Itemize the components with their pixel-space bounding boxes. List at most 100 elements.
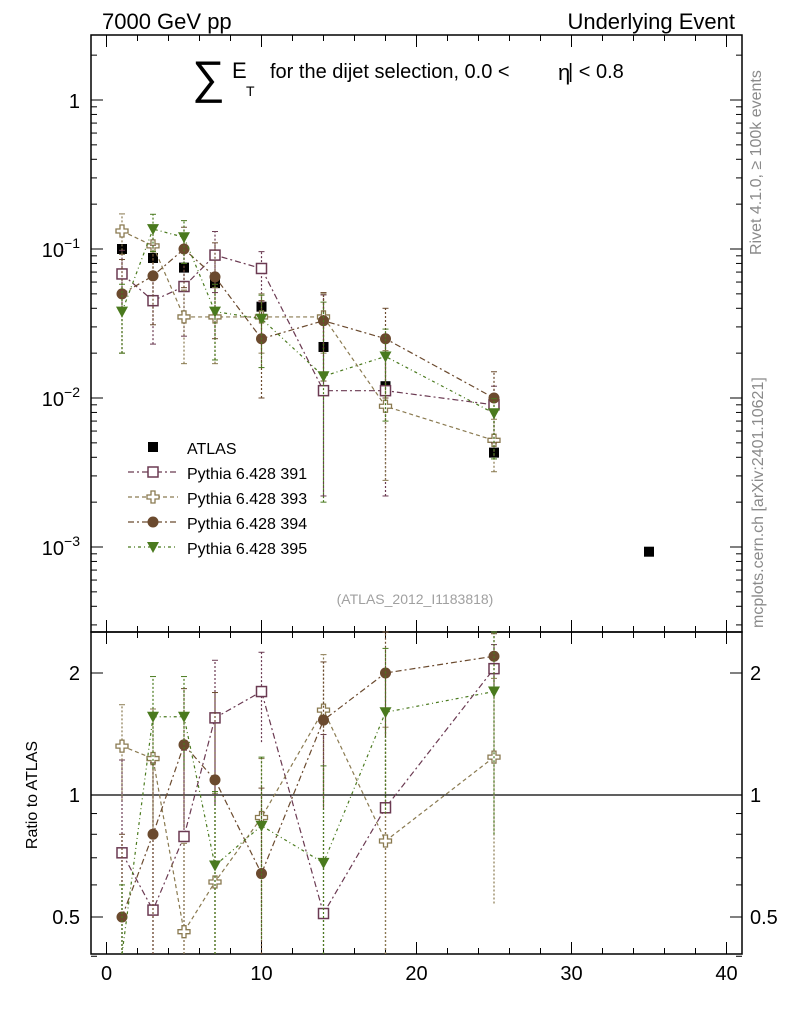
mcplots-label: mcplots.cern.ch [arXiv:2401.10621] bbox=[750, 377, 767, 628]
main-axes: 110−110−210−3 bbox=[42, 35, 742, 632]
ratio-series-pythia-6-428-394 bbox=[116, 631, 500, 954]
series-line-pythia-6-428-394 bbox=[121, 248, 495, 399]
ratio-line-pythia-6-428-394 bbox=[121, 655, 495, 918]
legend-marker-atlas bbox=[148, 442, 158, 452]
ratio-point-pythia-6-428-393 bbox=[177, 925, 191, 939]
ratio-point-pythia-6-428-393 bbox=[115, 739, 129, 753]
data-point-pythia-6-428-395 bbox=[317, 371, 330, 383]
ratio-point-pythia-6-428-395 bbox=[317, 857, 330, 869]
title-text: for the dijet selection, 0.0 < bbox=[270, 61, 510, 83]
y-tick-base: 10 bbox=[42, 538, 64, 560]
x-tick-label: 40 bbox=[715, 963, 737, 985]
header-right: Underlying Event bbox=[567, 9, 735, 34]
x-tick-labels: 0 10 20 30 40 bbox=[101, 963, 738, 985]
ratio-point-pythia-6-428-395 bbox=[147, 711, 159, 723]
x-tick-label: 0 bbox=[101, 963, 112, 985]
rivet-label: Rivet 4.1.0, ≥ 100k events bbox=[748, 70, 765, 255]
y-tick-base: 1 bbox=[69, 91, 80, 113]
title-eta: η bbox=[558, 60, 570, 85]
data-point-pythia-6-428-394 bbox=[178, 243, 190, 255]
ratio-series-pythia-6-428-391 bbox=[116, 644, 500, 954]
ratio-series-pythia-6-428-395 bbox=[119, 631, 500, 955]
series-pythia-6-428-393 bbox=[115, 213, 501, 481]
main-panel: 110−110−210−3 bbox=[42, 34, 743, 633]
ratio-point-pythia-6-428-393 bbox=[378, 834, 393, 848]
data-point-atlas bbox=[644, 546, 654, 557]
title-tail: | < 0.8 bbox=[568, 61, 624, 83]
data-point-pythia-6-428-393 bbox=[177, 310, 191, 324]
legend-marker-394 bbox=[128, 516, 178, 528]
legend-entry-394: Pythia 6.428 394 bbox=[128, 516, 307, 533]
ratio-point-pythia-6-428-395 bbox=[379, 707, 392, 719]
legend-label-394: Pythia 6.428 394 bbox=[187, 516, 307, 533]
ratio-point-pythia-6-428-395 bbox=[488, 686, 500, 698]
series-pythia-6-428-395 bbox=[116, 213, 500, 503]
y-tick-base: 10 bbox=[42, 240, 64, 262]
ratio-y-tick-label-right: 1 bbox=[750, 785, 761, 807]
ratio-series-pythia-6-428-393 bbox=[115, 654, 501, 954]
ratio-y-tick-label-right: 2 bbox=[750, 663, 761, 685]
legend-marker-395 bbox=[128, 542, 178, 553]
data-point-pythia-6-428-393 bbox=[487, 433, 501, 447]
y-tick-label: 10−1 bbox=[42, 235, 80, 262]
legend-marker-391 bbox=[128, 466, 178, 478]
data-point-pythia-6-428-394 bbox=[488, 392, 500, 404]
legend-entry-395: Pythia 6.428 395 bbox=[128, 541, 307, 558]
main-series bbox=[115, 213, 654, 557]
legend-label-atlas: ATLAS bbox=[187, 441, 237, 458]
ratio-point-pythia-6-428-395 bbox=[178, 711, 190, 723]
data-point-pythia-6-428-395 bbox=[116, 306, 128, 318]
data-point-pythia-6-428-395 bbox=[209, 306, 221, 318]
data-point-atlas bbox=[489, 447, 499, 458]
data-point-pythia-6-428-395 bbox=[147, 224, 159, 236]
x-tick-label: 20 bbox=[405, 963, 427, 985]
legend-entry-391: Pythia 6.428 391 bbox=[128, 466, 307, 483]
y-tick-exponent: −3 bbox=[64, 533, 80, 549]
ratio-point-pythia-6-428-394 bbox=[318, 714, 329, 726]
data-point-pythia-6-428-395 bbox=[178, 232, 190, 244]
ratio-y-tick-label-left: 1 bbox=[69, 785, 80, 807]
title-t-subscript: T bbox=[246, 83, 255, 99]
x-tick-label: 30 bbox=[560, 963, 582, 985]
data-point-pythia-6-428-393 bbox=[115, 224, 129, 238]
data-point-pythia-6-428-395 bbox=[488, 408, 500, 420]
ratio-point-pythia-6-428-391 bbox=[255, 685, 268, 698]
data-point-pythia-6-428-395 bbox=[255, 313, 268, 325]
series-line-pythia-6-428-395 bbox=[121, 228, 495, 414]
legend-symbol bbox=[147, 516, 159, 528]
x-tick-label: 10 bbox=[250, 963, 272, 985]
ratio-line-pythia-6-428-391 bbox=[121, 668, 495, 916]
ratio-point-pythia-6-428-394 bbox=[209, 774, 221, 786]
data-point-pythia-6-428-393 bbox=[378, 399, 393, 413]
data-point-pythia-6-428-391 bbox=[255, 262, 268, 275]
series-line-pythia-6-428-393 bbox=[121, 230, 495, 441]
y-tick-exponent: −1 bbox=[64, 235, 80, 251]
ratio-y-tick-label-left: 0.5 bbox=[52, 907, 80, 929]
analysis-watermark: (ATLAS_2012_I1183818) bbox=[337, 591, 494, 607]
ratio-frame bbox=[90, 631, 743, 955]
series-pythia-6-428-394 bbox=[116, 226, 500, 444]
y-tick-label: 10−2 bbox=[42, 384, 80, 411]
ratio-point-pythia-6-428-395 bbox=[255, 820, 268, 832]
ratio-line-pythia-6-428-393 bbox=[121, 708, 495, 934]
ratio-point-pythia-6-428-394 bbox=[488, 650, 500, 662]
y-tick-base: 10 bbox=[42, 389, 64, 411]
legend: ATLAS Pythia 6.428 391 Pythia 6.428 393 … bbox=[128, 441, 307, 558]
ratio-point-pythia-6-428-391 bbox=[178, 830, 190, 843]
legend-symbol bbox=[148, 442, 158, 452]
data-point-atlas bbox=[148, 253, 158, 264]
y-tick-label: 1 bbox=[69, 91, 80, 113]
legend-entry-atlas: ATLAS bbox=[148, 441, 237, 458]
ratio-point-pythia-6-428-393 bbox=[146, 751, 160, 766]
legend-entry-393: Pythia 6.428 393 bbox=[128, 490, 307, 508]
series-line-pythia-6-428-391 bbox=[121, 254, 495, 406]
title-e: E bbox=[232, 58, 247, 83]
ratio-axes: 2 2 1 1 0.5 0.5 bbox=[52, 632, 778, 957]
legend-symbol bbox=[146, 490, 160, 504]
ratio-y-tick-label-right: 0.5 bbox=[750, 907, 778, 929]
data-point-pythia-6-428-394 bbox=[209, 271, 221, 283]
legend-symbol bbox=[147, 466, 159, 478]
ratio-point-pythia-6-428-394 bbox=[147, 828, 159, 840]
legend-marker-393 bbox=[128, 490, 178, 504]
